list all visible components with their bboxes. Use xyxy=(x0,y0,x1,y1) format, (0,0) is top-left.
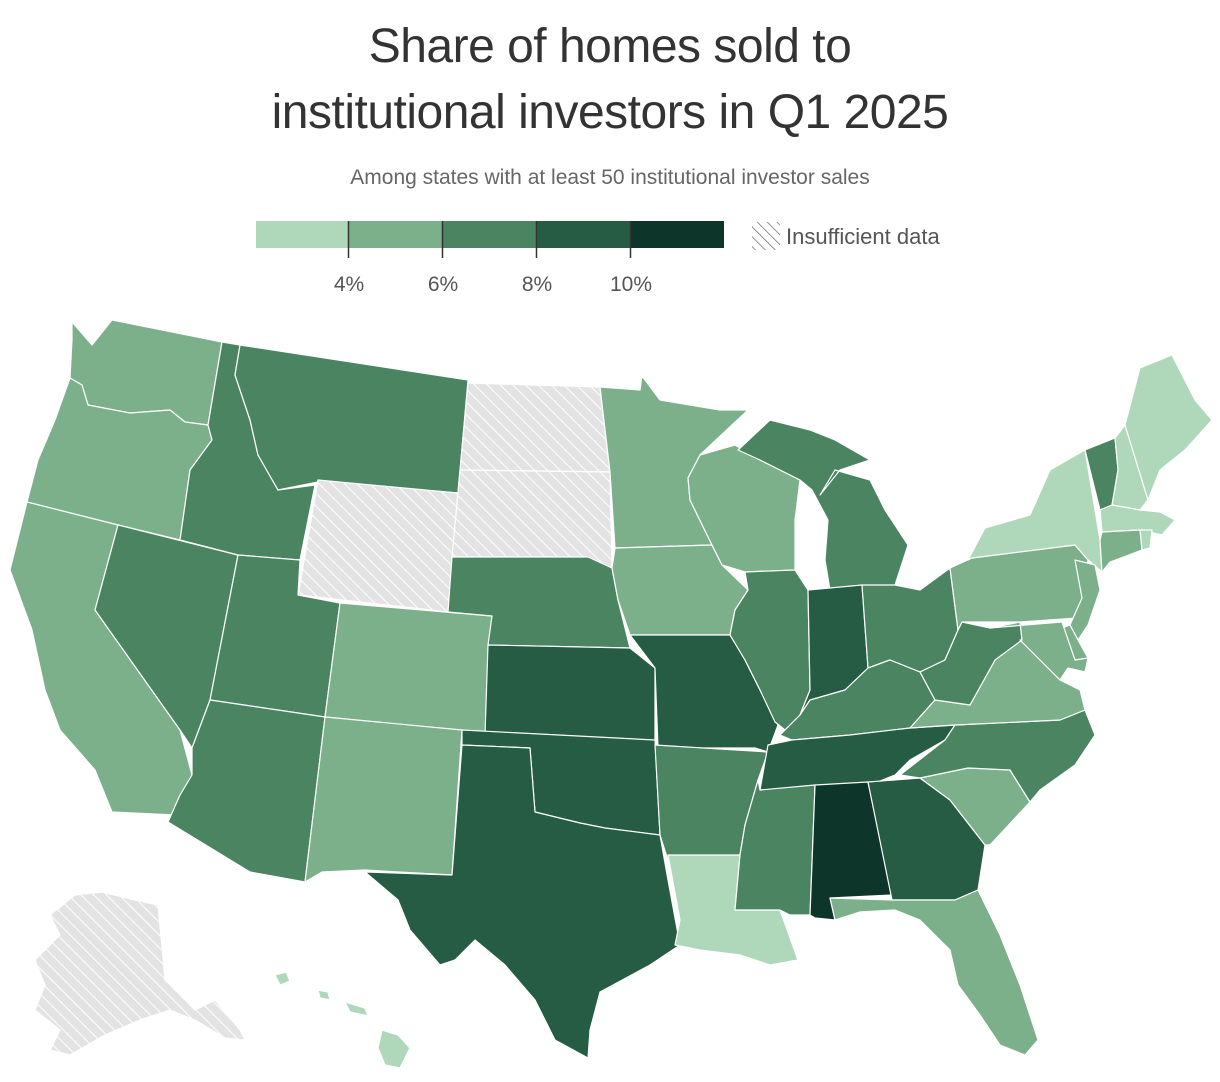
state-FL xyxy=(829,889,1039,1056)
legend-bin-4 xyxy=(537,221,630,248)
state-MT xyxy=(234,344,469,494)
legend: 4% 6% 8% 10% Insufficient data xyxy=(256,221,940,296)
map-subtitle: Among states with at least 50 institutio… xyxy=(350,166,870,189)
state-HI xyxy=(274,971,411,1069)
state-AK xyxy=(34,891,246,1056)
title-line-2: institutional investors in Q1 2025 xyxy=(271,86,949,139)
insufficient-data-swatch xyxy=(752,222,780,250)
hawaii-island-big-island xyxy=(377,1029,411,1069)
legend-bin-1 xyxy=(256,221,348,248)
state-ND xyxy=(459,382,611,473)
state-WY xyxy=(297,479,459,613)
states-layer xyxy=(9,319,1213,1069)
legend-tick-label: 6% xyxy=(428,273,458,296)
hawaii-island-oahu xyxy=(317,989,331,1001)
state-RI xyxy=(1139,529,1153,551)
state-NJ xyxy=(1069,559,1101,641)
state-KS xyxy=(484,644,656,746)
title-line-1: Share of homes sold to xyxy=(368,20,852,73)
state-CO xyxy=(324,602,493,734)
hawaii-island-maui xyxy=(344,1001,369,1017)
state-SD xyxy=(451,469,613,569)
legend-bin-5 xyxy=(631,221,724,248)
state-MI xyxy=(737,419,909,591)
state-ME xyxy=(1124,354,1213,501)
map-title: Share of homes sold to institutional inv… xyxy=(0,14,1220,146)
state-MD xyxy=(989,621,1089,681)
state-CT xyxy=(1099,529,1143,573)
insufficient-data-label: Insufficient data xyxy=(786,224,940,249)
state-NM xyxy=(304,716,463,883)
legend-bin-2 xyxy=(349,221,442,248)
legend-bin-3 xyxy=(443,221,536,248)
state-TX xyxy=(364,744,681,1059)
legend-tick-label: 4% xyxy=(334,273,364,296)
hawaii-island-kauai xyxy=(274,971,291,986)
legend-tick-label: 8% xyxy=(522,273,552,296)
legend-tick-label: 10% xyxy=(610,273,652,296)
